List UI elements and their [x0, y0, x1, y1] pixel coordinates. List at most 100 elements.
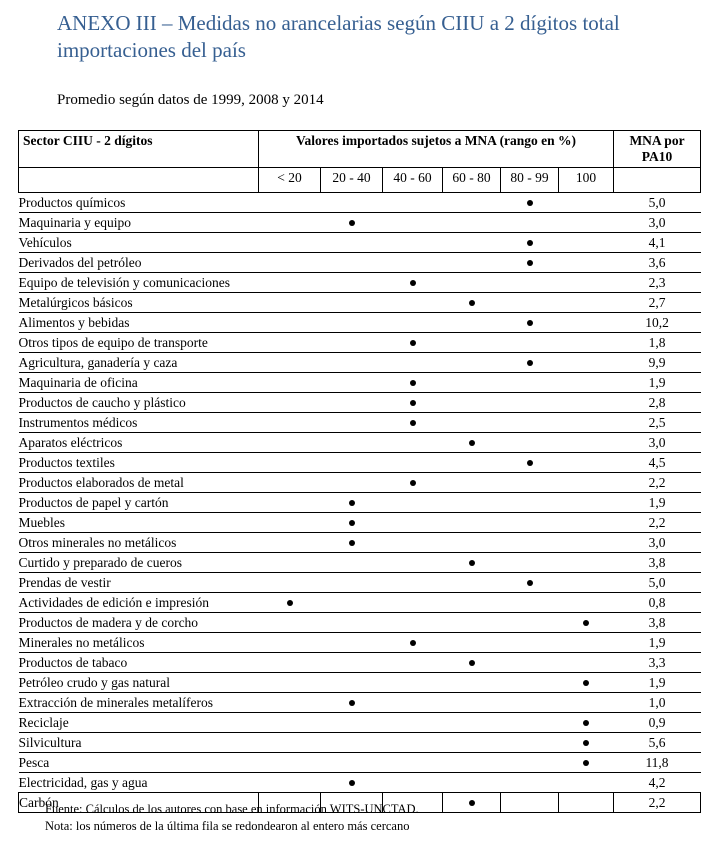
range-cell [320, 332, 383, 353]
value-cell: 1,9 [613, 632, 701, 653]
table-row: Productos elaborados de metal 2,2 [18, 472, 701, 493]
range-cell [382, 732, 443, 753]
range-cell [500, 512, 559, 533]
range-cell [320, 552, 383, 573]
range-cell [500, 252, 559, 273]
range-cell [320, 652, 383, 673]
table-row: Prendas de vestir 5,0 [18, 572, 701, 593]
range-cell [442, 272, 501, 293]
sector-cell: Productos de madera y de corcho [18, 612, 259, 633]
range-cell [442, 712, 501, 733]
range-cell [382, 392, 443, 413]
table-row: Aparatos eléctricos 3,0 [18, 432, 701, 453]
table-row: Agricultura, ganadería y caza 9,9 [18, 352, 701, 373]
range-cell [258, 212, 321, 233]
dot-marker-icon [468, 300, 475, 307]
value-cell: 2,2 [613, 792, 701, 813]
range-cell [258, 292, 321, 313]
range-cell [258, 492, 321, 513]
value-cell: 11,8 [613, 752, 701, 773]
range-cell [258, 472, 321, 493]
range-cell [500, 712, 559, 733]
table-row: Derivados del petróleo 3,6 [18, 252, 701, 273]
value-cell: 1,9 [613, 672, 701, 693]
header-row-main: Sector CIIU - 2 dígitos Valores importad… [18, 130, 701, 168]
range-cell [258, 372, 321, 393]
range-cell [558, 452, 614, 473]
range-cell [258, 252, 321, 273]
sector-cell: Alimentos y bebidas [18, 312, 259, 333]
range-cell [442, 572, 501, 593]
range-cell [558, 732, 614, 753]
table-row: Maquinaria y equipo 3,0 [18, 212, 701, 233]
table-row: Productos químicos 5,0 [18, 192, 701, 213]
range-cell [320, 252, 383, 273]
range-cell [500, 392, 559, 413]
dot-marker-icon [526, 460, 533, 467]
range-cell [320, 592, 383, 613]
range-cell [558, 212, 614, 233]
range-cell [258, 352, 321, 373]
range-cell [258, 712, 321, 733]
range-cell [258, 572, 321, 593]
sector-cell: Extracción de minerales metalíferos [18, 692, 259, 713]
dot-marker-icon [348, 520, 355, 527]
range-cell [258, 232, 321, 253]
range-cell [558, 492, 614, 513]
range-cell [500, 372, 559, 393]
range-cell [382, 212, 443, 233]
table-row: Productos de madera y de corcho 3,8 [18, 612, 701, 633]
range-cell [258, 692, 321, 713]
column-header-range-2: 20 - 40 [320, 167, 383, 193]
range-cell [558, 772, 614, 793]
sector-cell: Otros minerales no metálicos [18, 532, 259, 553]
dot-marker-icon [286, 600, 293, 607]
range-cell [382, 752, 443, 773]
sector-cell: Curtido y preparado de cueros [18, 552, 259, 573]
range-cell [382, 192, 443, 213]
range-cell [320, 492, 383, 513]
range-cell [500, 752, 559, 773]
table-body: Productos químicos 5,0 Maquinaria y equipo… [18, 192, 701, 813]
range-cell [442, 232, 501, 253]
range-cell [382, 492, 443, 513]
range-cell [320, 412, 383, 433]
sector-cell: Equipo de televisión y comunicaciones [18, 272, 259, 293]
range-cell [320, 372, 383, 393]
range-cell [500, 272, 559, 293]
range-cell [258, 412, 321, 433]
range-cell [442, 612, 501, 633]
value-cell: 3,0 [613, 532, 701, 553]
dot-marker-icon [409, 380, 416, 387]
range-cell [442, 412, 501, 433]
header-row-ranges: < 20 20 - 40 40 - 60 60 - 80 80 - 99 100 [18, 167, 701, 193]
value-cell: 3,8 [613, 612, 701, 633]
table-row: Minerales no metálicos 1,9 [18, 632, 701, 653]
range-cell [442, 352, 501, 373]
page-subtitle: Promedio según datos de 1999, 2008 y 201… [57, 92, 324, 108]
range-cell [558, 572, 614, 593]
range-cell [500, 412, 559, 433]
range-cell [258, 392, 321, 413]
range-cell [500, 452, 559, 473]
range-cell [320, 212, 383, 233]
range-cell [382, 672, 443, 693]
table-row: Pesca 11,8 [18, 752, 701, 773]
table-row: Reciclaje 0,9 [18, 712, 701, 733]
value-cell: 3,0 [613, 212, 701, 233]
range-cell [558, 712, 614, 733]
sector-cell: Otros tipos de equipo de transporte [18, 332, 259, 353]
range-cell [558, 292, 614, 313]
column-header-range-1: < 20 [258, 167, 321, 193]
dot-marker-icon [526, 240, 533, 247]
range-cell [558, 532, 614, 553]
range-cell [500, 312, 559, 333]
sector-cell: Vehículos [18, 232, 259, 253]
empty-header-cell [613, 167, 701, 193]
value-cell: 3,8 [613, 552, 701, 573]
dot-marker-icon [468, 660, 475, 667]
range-cell [258, 512, 321, 533]
range-cell [500, 772, 559, 793]
range-cell [442, 492, 501, 513]
range-cell [382, 532, 443, 553]
